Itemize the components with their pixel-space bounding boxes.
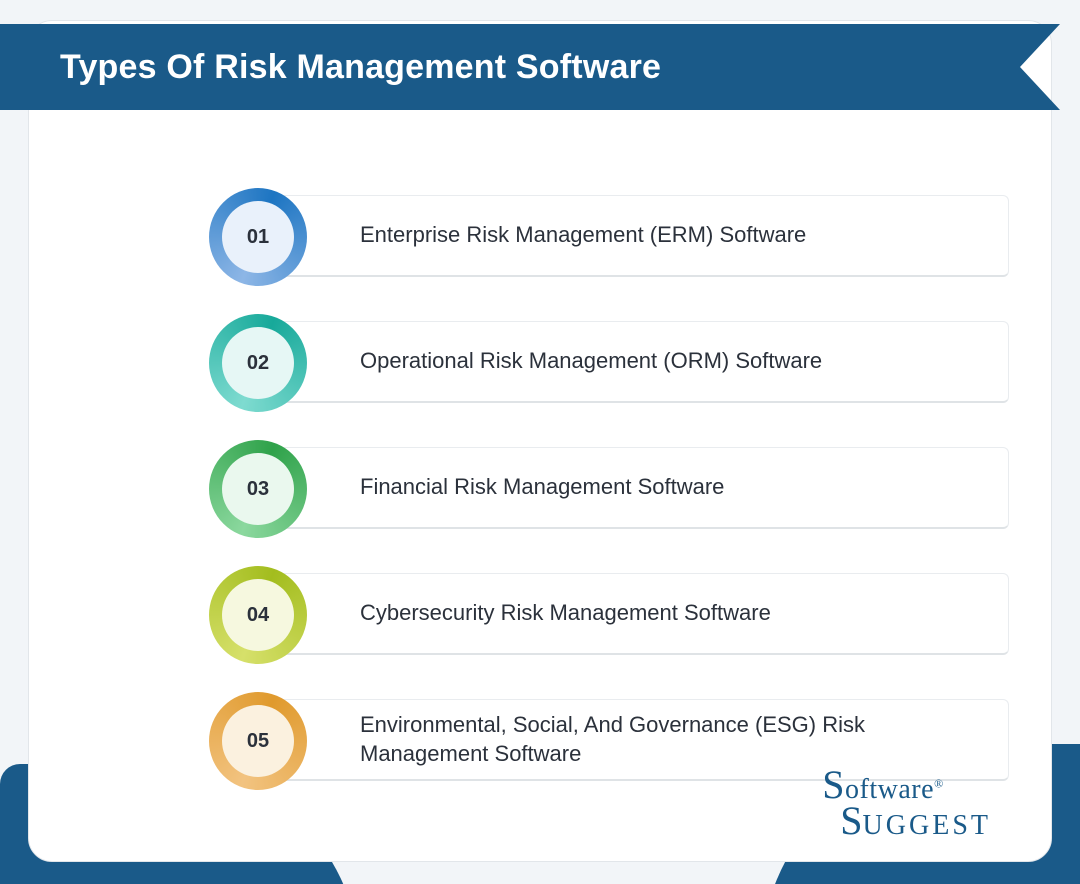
title-ribbon: Types Of Risk Management Software [0, 24, 1060, 110]
list-item-label: Financial Risk Management Software [360, 473, 724, 502]
page-title: Types Of Risk Management Software [60, 48, 661, 87]
brand-cap-2: S [840, 798, 862, 843]
list-item-bar: Operational Risk Management (ORM) Softwa… [229, 321, 1009, 403]
items-list: Enterprise Risk Management (ERM) Softwar… [89, 191, 1049, 785]
list-item: Cybersecurity Risk Management Software 04 [209, 569, 1009, 659]
badge-number: 04 [247, 604, 269, 627]
ribbon-body: Types Of Risk Management Software [0, 24, 1000, 110]
badge-number: 03 [247, 478, 269, 501]
number-badge: 05 [209, 692, 307, 790]
number-badge: 03 [209, 440, 307, 538]
number-badge: 04 [209, 566, 307, 664]
list-item: Enterprise Risk Management (ERM) Softwar… [209, 191, 1009, 281]
number-badge: 02 [209, 314, 307, 412]
badge-number: 01 [247, 226, 269, 249]
brand-reg: ® [934, 777, 944, 791]
number-badge: 01 [209, 188, 307, 286]
badge-disc: 01 [222, 201, 294, 273]
list-item-label: Enterprise Risk Management (ERM) Softwar… [360, 221, 806, 250]
list-item: Financial Risk Management Software 03 [209, 443, 1009, 533]
badge-disc: 05 [222, 705, 294, 777]
list-item-bar: Financial Risk Management Software [229, 447, 1009, 529]
badge-number: 02 [247, 352, 269, 375]
badge-disc: 03 [222, 453, 294, 525]
list-item-label: Operational Risk Management (ORM) Softwa… [360, 347, 822, 376]
canvas: Enterprise Risk Management (ERM) Softwar… [0, 0, 1080, 884]
list-item-bar: Cybersecurity Risk Management Software [229, 573, 1009, 655]
list-item-label: Cybersecurity Risk Management Software [360, 599, 771, 628]
brand-line2: SUGGEST [840, 803, 991, 839]
brand-rest-2: UGGEST [863, 810, 991, 841]
brand-logo: Software® SUGGEST [822, 767, 991, 839]
list-item-bar: Enterprise Risk Management (ERM) Softwar… [229, 195, 1009, 277]
badge-disc: 02 [222, 327, 294, 399]
badge-disc: 04 [222, 579, 294, 651]
ribbon-notch-icon [980, 24, 1060, 110]
list-item-label: Environmental, Social, And Governance (E… [360, 711, 988, 768]
badge-number: 05 [247, 730, 269, 753]
main-card: Enterprise Risk Management (ERM) Softwar… [28, 20, 1052, 862]
list-item: Operational Risk Management (ORM) Softwa… [209, 317, 1009, 407]
